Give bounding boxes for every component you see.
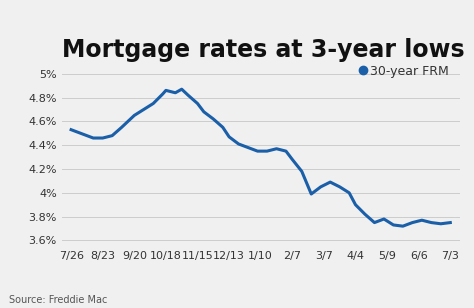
Text: Source: Freddie Mac: Source: Freddie Mac [9, 295, 108, 305]
Legend: 30-year FRM: 30-year FRM [355, 60, 454, 83]
Text: Mortgage rates at 3-year lows: Mortgage rates at 3-year lows [62, 38, 464, 62]
